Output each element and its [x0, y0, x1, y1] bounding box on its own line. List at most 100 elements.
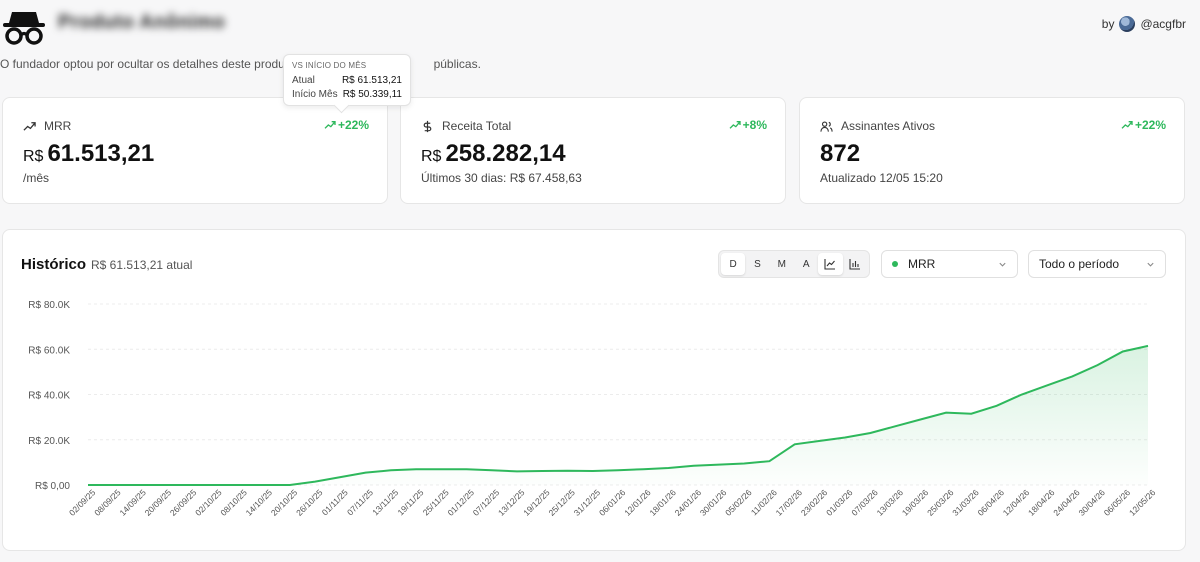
y-tick-label: R$ 60.0K [28, 345, 70, 356]
x-tick-label: 30/04/26 [1076, 487, 1107, 518]
card-value: R$ 61.513,21 [23, 140, 154, 168]
card-amount: 872 [820, 140, 861, 167]
card-delta: +8% [729, 118, 767, 132]
x-tick-label: 19/11/25 [395, 487, 425, 517]
avatar [1119, 16, 1136, 32]
trending-up-icon [729, 121, 741, 129]
dollar-icon [423, 120, 432, 132]
period-week-button[interactable]: S [754, 258, 761, 270]
x-tick-label: 01/12/25 [446, 487, 477, 518]
x-tick-label: 02/10/25 [193, 487, 224, 518]
x-tick-label: 14/10/25 [244, 487, 275, 518]
y-tick-label: R$ 20.0K [28, 436, 70, 447]
card-delta-text: +22% [337, 118, 369, 132]
period-year-button[interactable]: A [802, 258, 810, 270]
x-tick-label: 25/03/26 [925, 487, 956, 518]
x-tick-label: 31/03/26 [950, 487, 981, 518]
x-tick-label: 06/04/26 [976, 487, 1007, 518]
users-icon [820, 120, 833, 132]
card-subtext: Últimos 30 dias: R$ 67.458,63 [421, 171, 582, 185]
product-name-blurred: Produto Anônimo [58, 12, 226, 33]
subscribers-card[interactable]: Assinantes Ativos +22% 872 Atualizado 12… [799, 97, 1185, 204]
by-label: by [1101, 17, 1115, 31]
author-handle[interactable]: @acgfbr [1140, 17, 1186, 31]
period-day-button[interactable]: D [721, 253, 746, 275]
mrr-history-chart: R$ 0,00R$ 20.0KR$ 40.0KR$ 60.0KR$ 80.0K … [28, 300, 1158, 518]
privacy-notice: O fundador optou por ocultar os detalhes… [0, 57, 481, 71]
x-tick-label: 31/12/25 [572, 487, 603, 518]
card-subtext: Atualizado 12/05 15:20 [820, 171, 943, 185]
x-tick-label: 20/09/25 [143, 487, 174, 518]
x-tick-label: 07/03/26 [849, 487, 880, 518]
x-tick-label: 12/05/26 [1127, 487, 1158, 518]
card-delta: +22% [1121, 118, 1166, 132]
card-label: Receita Total [421, 119, 511, 133]
x-tick-label: 18/04/26 [1026, 487, 1057, 518]
history-subtitle: R$ 61.513,21 atual [91, 258, 193, 272]
card-currency: R$ [23, 148, 44, 165]
revenue-card[interactable]: Receita Total +8% R$ 258.282,14 Últimos 3… [400, 97, 786, 204]
x-tick-label: 01/11/25 [320, 487, 350, 517]
card-label-text: Receita Total [442, 119, 512, 133]
x-tick-label: 13/11/25 [370, 487, 400, 517]
line-chart-icon [824, 259, 836, 270]
x-tick-label: 20/10/25 [269, 487, 300, 518]
card-amount: 61.513,21 [47, 140, 155, 167]
x-tick-label: 26/10/25 [294, 487, 325, 518]
range-select-value: Todo o período [1039, 257, 1120, 271]
card-subtext: /mês [23, 171, 50, 185]
x-tick-label: 18/01/26 [647, 487, 678, 518]
tooltip-title: VS INÍCIO DO MÊS [292, 61, 367, 70]
x-tick-label: 05/02/26 [723, 487, 754, 518]
x-tick-label: 14/09/25 [117, 487, 148, 518]
trending-up-icon [324, 121, 336, 129]
metric-color-dot [892, 261, 898, 267]
bar-chart-icon [849, 259, 860, 270]
card-delta: +22% [324, 118, 369, 132]
x-tick-label: 06/01/26 [597, 487, 628, 518]
chevron-down-icon [999, 262, 1006, 267]
notice-text: O fundador optou por ocultar os detalhes… [0, 57, 295, 71]
x-tick-label: 01/03/26 [824, 487, 855, 518]
metric-select[interactable]: MRR [881, 250, 1018, 278]
card-amount: 258.282,14 [445, 140, 566, 167]
x-tick-label: 07/12/25 [471, 487, 502, 518]
tooltip-row-value: R$ 50.339,11 [342, 89, 402, 100]
trending-up-icon [1121, 121, 1133, 129]
trending-up-icon [23, 121, 36, 131]
tooltip-row: Início Mês R$ 50.339,11 [292, 88, 402, 102]
author-byline[interactable]: by @acgfbr [1102, 16, 1186, 32]
x-tick-label: 12/04/26 [1001, 487, 1032, 518]
x-tick-label: 17/02/26 [774, 487, 805, 518]
bar-chart-button[interactable] [843, 253, 867, 275]
x-tick-label: 12/01/26 [622, 487, 653, 518]
tooltip-row-label: Atual [292, 75, 315, 86]
range-select[interactable]: Todo o período [1028, 250, 1166, 278]
tooltip-row-value: R$ 61.513,21 [341, 75, 402, 86]
x-tick-label: 13/12/25 [496, 487, 527, 518]
x-tick-label: 24/01/26 [673, 487, 704, 518]
metric-select-value: MRR [908, 257, 936, 271]
x-tick-label: 30/01/26 [698, 487, 729, 518]
mrr-card[interactable]: MRR +22% R$ 61.513,21 /mês [2, 97, 388, 204]
x-tick-label: 19/12/25 [521, 487, 552, 518]
card-label-text: MRR [44, 119, 72, 133]
x-tick-label: 24/04/26 [1051, 487, 1082, 518]
period-month-button[interactable]: M [777, 258, 786, 270]
chevron-down-icon [1147, 262, 1154, 267]
x-tick-label: 08/09/25 [92, 487, 123, 518]
y-tick-label: R$ 80.0K [28, 300, 70, 311]
card-delta-text: +22% [1134, 118, 1166, 132]
line-chart-button[interactable] [818, 253, 843, 275]
x-tick-label: 02/09/25 [67, 487, 98, 518]
card-value: R$ 258.282,14 [421, 140, 566, 168]
x-tick-label: 25/12/25 [546, 487, 577, 518]
y-tick-label: R$ 0,00 [35, 481, 70, 492]
tooltip-row-label: Início Mês [292, 89, 338, 100]
x-tick-label: 23/02/26 [799, 487, 830, 518]
series-line [88, 344, 1149, 486]
x-tick-label: 07/11/25 [345, 487, 375, 517]
tooltip-row: Atual R$ 61.513,21 [292, 74, 402, 88]
history-panel: Histórico R$ 61.513,21 atual D S M A MRR… [2, 229, 1186, 551]
page-header: Produto Anônimo by @acgfbr [0, 0, 1200, 50]
